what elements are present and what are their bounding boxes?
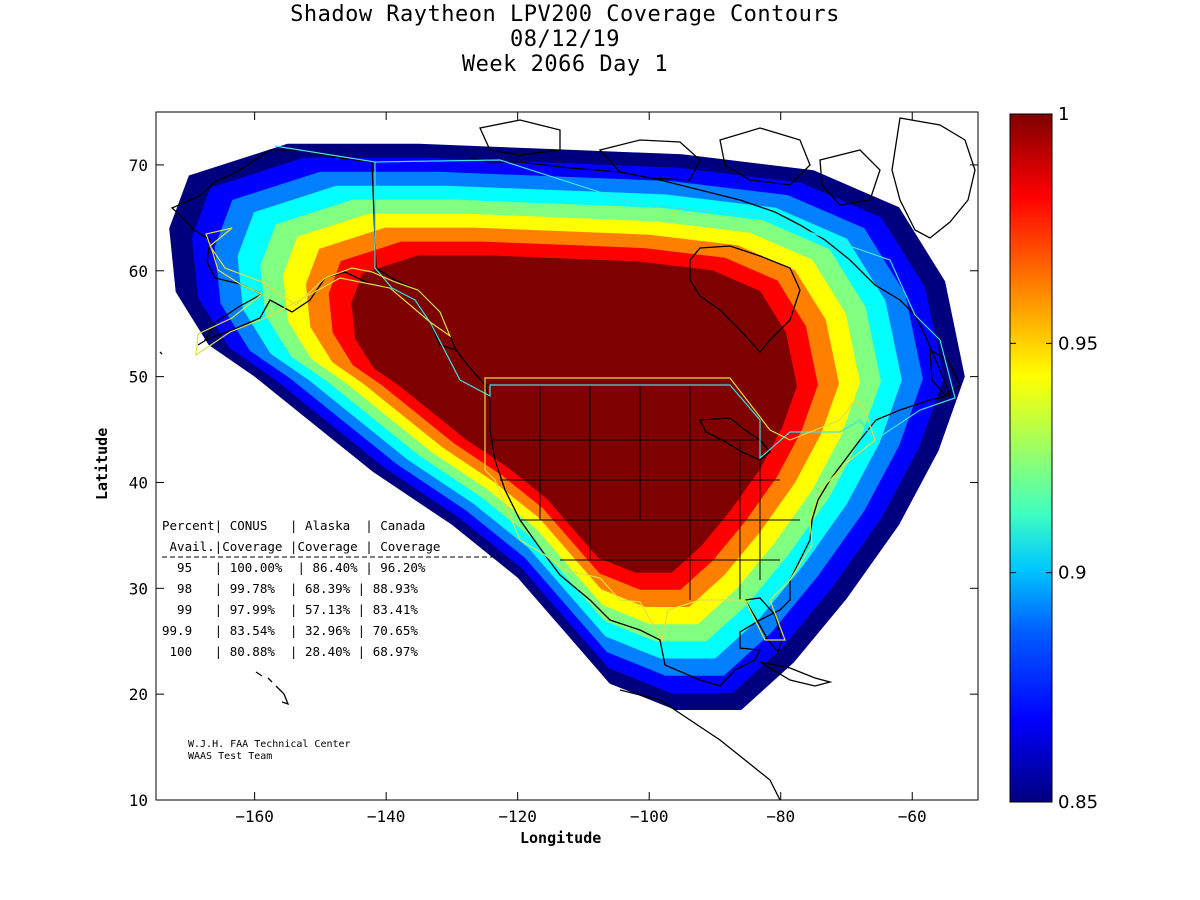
coverage-band (351, 255, 797, 573)
x-tick-label: −160 (235, 807, 274, 826)
stats-row: 99 | 97.99% | 57.13% | 83.41% (162, 602, 418, 617)
y-tick-label: 20 (129, 685, 148, 704)
y-axis-label: Latitude (93, 427, 111, 500)
y-tick-label: 60 (129, 262, 148, 281)
x-axis-label: Longitude (520, 829, 602, 847)
y-tick-label: 10 (129, 791, 148, 810)
y-tick-label: 50 (129, 368, 148, 387)
colorbar-ticks: 0.85 0.9 0.95 1 (1010, 104, 1098, 813)
chart-week: Week 2066 Day 1 (461, 52, 669, 77)
x-tick-label: −60 (898, 807, 927, 826)
y-tick-label: 40 (129, 473, 148, 492)
chart-title: Shadow Raytheon LPV200 Coverage Contours (290, 2, 840, 27)
conus-service-boundary (484, 377, 876, 642)
colorbar-tick-label: 0.85 (1058, 792, 1098, 813)
axis-ticks: −160 −140 −120 −100 −80 −60 10 20 30 40 50 60 70 (129, 112, 978, 826)
chart-date: 08/12/19 (510, 27, 620, 52)
x-tick-label: −120 (498, 807, 537, 826)
x-tick-label: −80 (766, 807, 795, 826)
x-tick-label: −140 (367, 807, 406, 826)
stats-row: 99.9 | 83.54% | 32.96% | 70.65% (162, 623, 418, 638)
x-tick-label: −100 (630, 807, 669, 826)
colorbar-tick-label: 0.9 (1058, 563, 1087, 584)
stats-row: 98 | 99.78% | 68.39% | 88.93% (162, 581, 418, 596)
plot-frame (155, 111, 979, 801)
credit-line-1: W.J.H. FAA Technical Center (188, 739, 351, 750)
colorbar-tick-label: 0.95 (1058, 333, 1098, 354)
alaska-service-boundary (195, 227, 452, 357)
stats-row: 95 | 100.00% | 86.40% | 96.20% (162, 560, 426, 575)
coverage-contours (169, 143, 965, 711)
colorbar (1009, 113, 1053, 803)
colorbar-tick-label: 1 (1058, 104, 1069, 125)
y-tick-label: 70 (129, 156, 148, 175)
stats-header-1: Percent| CONUS | Alaska | Canada (162, 518, 425, 533)
stats-header-2: Avail.|Coverage |Coverage | Coverage (162, 539, 440, 554)
credit-line-2: WAAS Test Team (188, 751, 272, 762)
y-tick-label: 30 (129, 579, 148, 598)
stats-row: 100 | 80.88% | 28.40% | 68.97% (162, 644, 418, 659)
stats-table: Percent| CONUS | Alaska | Canada Avail.|… (162, 518, 500, 659)
